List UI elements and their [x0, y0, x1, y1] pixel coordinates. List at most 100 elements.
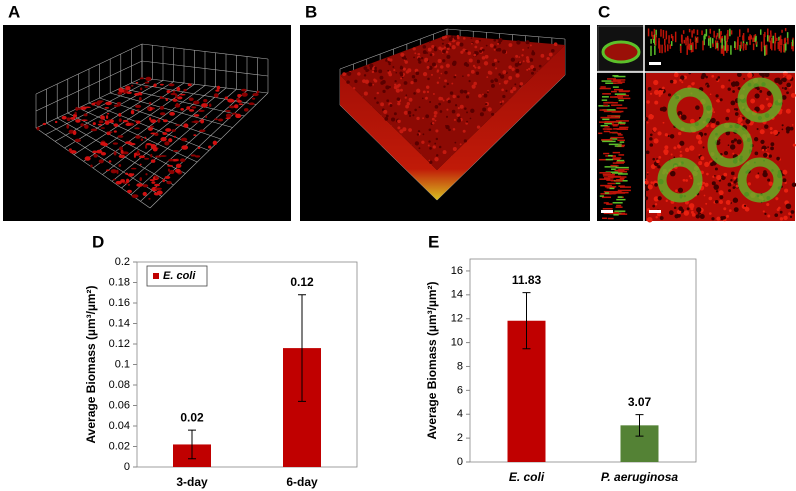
cell: [203, 98, 208, 103]
texture: [540, 53, 545, 58]
texture: [405, 104, 409, 109]
texture: [506, 80, 509, 83]
texture: [475, 39, 479, 44]
texture: [727, 182, 732, 187]
cell: [138, 155, 146, 159]
texture: [422, 90, 426, 94]
texture: [612, 202, 623, 204]
texture: [753, 35, 756, 42]
texture: [665, 199, 668, 203]
texture: [437, 58, 442, 64]
texture: [732, 81, 736, 85]
texture: [770, 131, 773, 135]
cell: [150, 119, 157, 124]
texture: [644, 180, 649, 185]
texture: [695, 105, 700, 110]
texture: [609, 96, 621, 98]
texture: [654, 203, 658, 206]
y-tick-label: 0.12: [109, 338, 130, 350]
texture: [478, 49, 483, 53]
texture: [774, 32, 777, 44]
texture: [380, 102, 385, 107]
texture: [752, 37, 754, 43]
texture: [737, 120, 741, 124]
texture: [602, 173, 615, 176]
texture: [449, 46, 452, 49]
texture: [607, 182, 616, 185]
cell: [121, 151, 129, 155]
texture: [619, 186, 632, 188]
texture: [659, 216, 664, 221]
wire: [35, 43, 143, 95]
texture: [414, 52, 417, 55]
texture: [448, 128, 451, 132]
texture: [718, 139, 721, 141]
texture: [785, 203, 792, 210]
cell: [225, 117, 231, 120]
texture: [395, 88, 400, 93]
texture: [481, 48, 485, 52]
texture: [704, 182, 709, 187]
texture: [619, 123, 626, 125]
texture: [722, 45, 725, 56]
texture: [711, 74, 715, 78]
cell: [231, 112, 237, 115]
cell: [125, 178, 130, 184]
texture: [669, 44, 672, 49]
texture: [647, 184, 653, 190]
texture: [429, 101, 432, 104]
texture: [617, 94, 627, 96]
texture: [681, 81, 684, 84]
texture: [435, 129, 439, 133]
texture: [609, 138, 618, 140]
cell: [175, 163, 182, 168]
texture: [436, 81, 440, 84]
colony: [707, 122, 753, 168]
panel-label: B: [305, 2, 317, 21]
wire: [141, 43, 269, 60]
texture: [770, 40, 772, 49]
cell: [90, 164, 93, 168]
texture: [730, 100, 736, 106]
texture: [527, 47, 530, 49]
texture: [690, 45, 692, 50]
texture: [442, 59, 446, 63]
texture: [616, 204, 622, 207]
texture: [603, 175, 615, 177]
texture: [772, 35, 774, 44]
cell: [160, 136, 167, 142]
texture: [357, 72, 361, 76]
texture: [600, 184, 612, 187]
texture: [400, 52, 405, 57]
texture: [611, 168, 616, 170]
cell: [118, 164, 122, 168]
texture: [403, 81, 408, 85]
texture: [730, 171, 735, 176]
texture: [406, 102, 410, 106]
texture: [668, 35, 670, 44]
cell: [208, 103, 212, 107]
cell: [130, 84, 134, 87]
texture: [733, 176, 737, 180]
texture: [381, 80, 386, 84]
texture: [605, 120, 620, 123]
cell: [238, 103, 244, 106]
texture: [616, 179, 624, 181]
texture: [716, 99, 721, 103]
cell: [115, 180, 122, 185]
cell: [101, 115, 105, 120]
cell: [118, 112, 122, 117]
cell: [140, 138, 144, 141]
texture: [600, 86, 606, 88]
cell: [147, 127, 153, 131]
cell: [179, 158, 186, 163]
texture: [493, 48, 496, 51]
texture: [426, 85, 430, 89]
texture: [696, 207, 702, 213]
texture: [667, 93, 672, 97]
texture: [749, 34, 751, 45]
cell: [153, 192, 160, 196]
cell: [92, 122, 96, 126]
error-bar: [298, 294, 306, 402]
